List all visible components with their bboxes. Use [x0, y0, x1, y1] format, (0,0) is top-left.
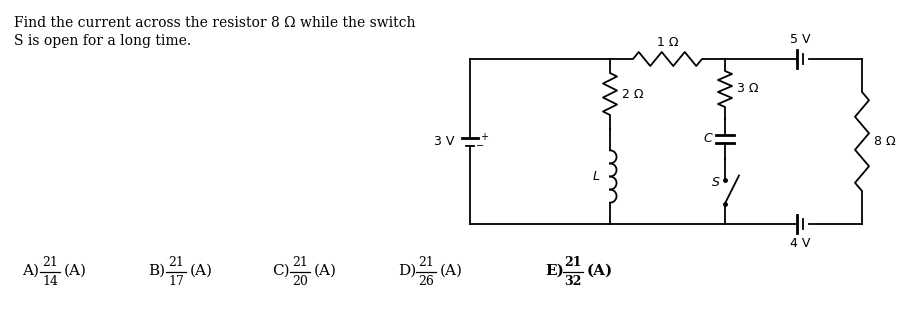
Text: 21: 21 — [168, 256, 184, 269]
Text: C): C) — [272, 264, 290, 278]
Text: 3 Ω: 3 Ω — [737, 83, 759, 96]
Text: A): A) — [22, 264, 39, 278]
Text: (A): (A) — [314, 264, 337, 278]
Text: (A): (A) — [440, 264, 463, 278]
Text: 32: 32 — [564, 275, 581, 288]
Text: 8 Ω: 8 Ω — [874, 135, 895, 148]
Text: 21: 21 — [292, 256, 308, 269]
Text: 1 Ω: 1 Ω — [657, 36, 678, 49]
Text: +: + — [480, 133, 488, 143]
Text: 21: 21 — [418, 256, 434, 269]
Text: Find the current across the resistor 8 Ω while the switch: Find the current across the resistor 8 Ω… — [14, 16, 415, 30]
Text: 21: 21 — [564, 256, 582, 269]
Text: S: S — [712, 176, 720, 189]
Text: (A): (A) — [587, 264, 614, 278]
Text: B): B) — [148, 264, 165, 278]
Text: 17: 17 — [168, 275, 184, 288]
Text: S is open for a long time.: S is open for a long time. — [14, 34, 191, 48]
Text: L: L — [593, 170, 600, 183]
Text: 3 V: 3 V — [433, 135, 454, 148]
Text: 2 Ω: 2 Ω — [622, 87, 643, 100]
Text: C: C — [703, 133, 712, 145]
Text: 20: 20 — [292, 275, 308, 288]
Text: 5 V: 5 V — [789, 33, 810, 46]
Text: E): E) — [545, 264, 564, 278]
Text: 21: 21 — [42, 256, 58, 269]
Text: (A): (A) — [190, 264, 213, 278]
Text: D): D) — [398, 264, 416, 278]
Text: (A): (A) — [64, 264, 87, 278]
Text: 26: 26 — [418, 275, 434, 288]
Text: 4 V: 4 V — [790, 237, 810, 250]
Text: −: − — [476, 141, 484, 151]
Text: 14: 14 — [42, 275, 58, 288]
